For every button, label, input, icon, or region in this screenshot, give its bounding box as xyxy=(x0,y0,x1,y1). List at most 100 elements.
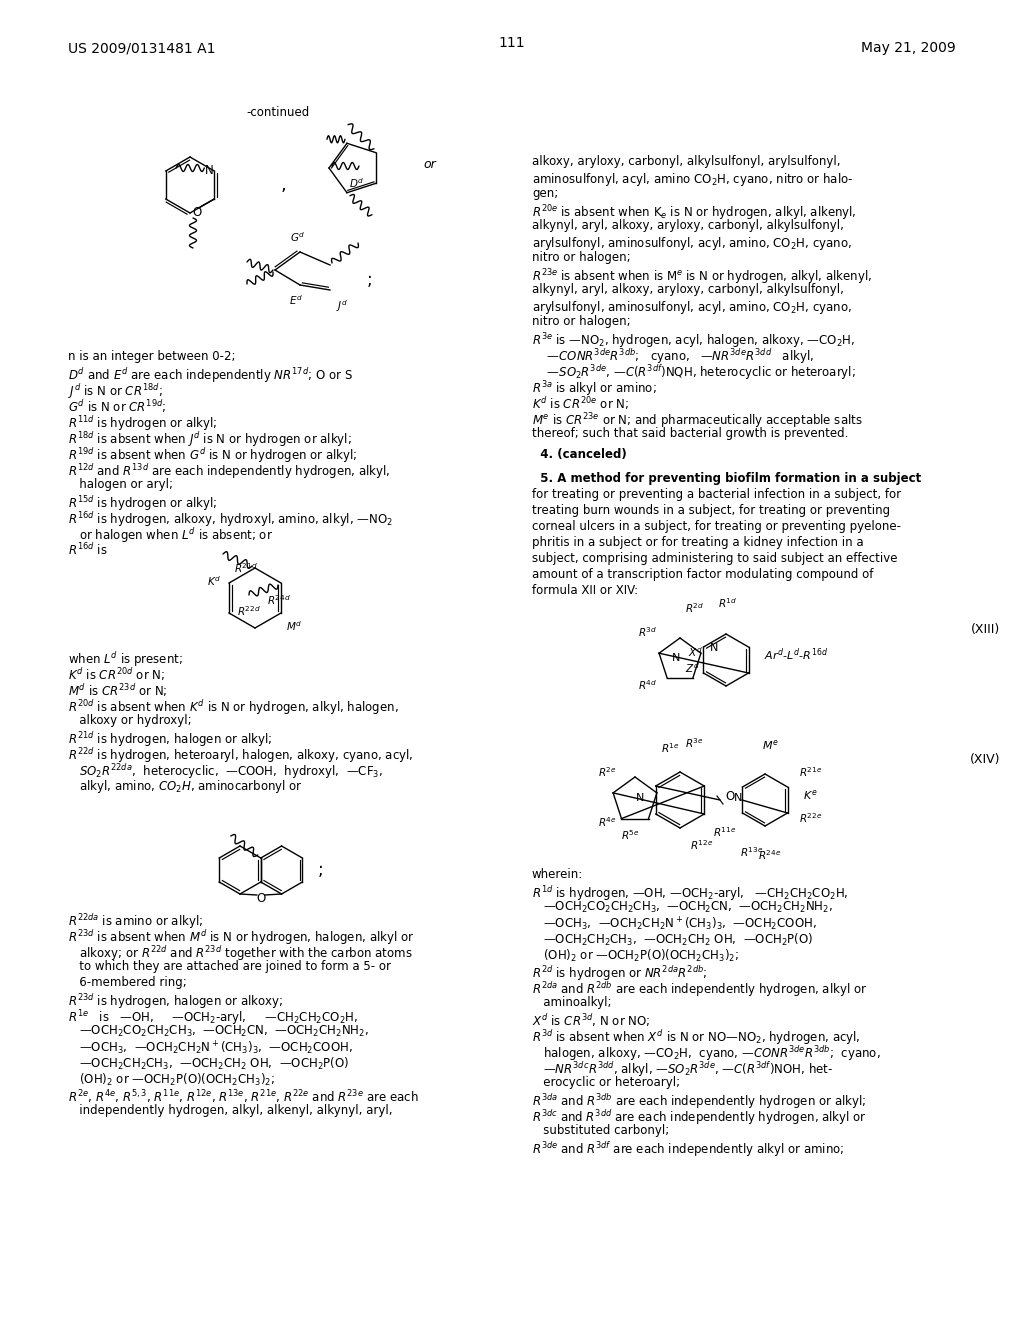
Text: $R^{19d}$ is absent when $G^d$ is N or hydrogen or alkyl;: $R^{19d}$ is absent when $G^d$ is N or h… xyxy=(68,446,357,465)
Text: n is an integer between 0-2;: n is an integer between 0-2; xyxy=(68,350,236,363)
Text: corneal ulcers in a subject, for treating or preventing pyelone-: corneal ulcers in a subject, for treatin… xyxy=(532,520,901,533)
Text: $R^{3de}$ and $R^{3df}$ are each independently alkyl or amino;: $R^{3de}$ and $R^{3df}$ are each indepen… xyxy=(532,1140,845,1159)
Text: $R^{21e}$: $R^{21e}$ xyxy=(799,766,822,779)
Text: $R^{13e}$: $R^{13e}$ xyxy=(740,845,764,859)
Text: $K^d$ is $CR^{20e}$ or N;: $K^d$ is $CR^{20e}$ or N; xyxy=(532,395,629,412)
Text: N: N xyxy=(734,793,742,803)
Text: $K^d$: $K^d$ xyxy=(207,574,221,587)
Text: $R^{1e}$: $R^{1e}$ xyxy=(660,742,679,755)
Text: $Z^d$: $Z^d$ xyxy=(685,661,699,675)
Text: $M^d$ is $CR^{23d}$ or N;: $M^d$ is $CR^{23d}$ or N; xyxy=(68,682,168,698)
Text: $R^{11d}$ is hydrogen or alkyl;: $R^{11d}$ is hydrogen or alkyl; xyxy=(68,414,217,433)
Text: (XIV): (XIV) xyxy=(970,754,1000,767)
Text: alkynyl, aryl, alkoxy, aryloxy, carbonyl, alkylsulfonyl,: alkynyl, aryl, alkoxy, aryloxy, carbonyl… xyxy=(532,282,844,296)
Text: $R^{2d}$: $R^{2d}$ xyxy=(685,601,705,615)
Text: $—CONR^{3de}R^{3db}$;   cyano,   $—NR^{3de}R^{3dd}$   alkyl,: $—CONR^{3de}R^{3db}$; cyano, $—NR^{3de}R… xyxy=(532,347,814,366)
Text: $R^{12e}$: $R^{12e}$ xyxy=(690,838,714,851)
Text: alkoxy; or $R^{22d}$ and $R^{23d}$ together with the carbon atoms: alkoxy; or $R^{22d}$ and $R^{23d}$ toget… xyxy=(68,944,413,962)
Text: substituted carbonyl;: substituted carbonyl; xyxy=(532,1125,670,1137)
Text: alkoxy or hydroxyl;: alkoxy or hydroxyl; xyxy=(68,714,191,727)
Text: phritis in a subject or for treating a kidney infection in a: phritis in a subject or for treating a k… xyxy=(532,536,863,549)
Text: $R^{21d}$ is hydrogen, halogen or alkyl;: $R^{21d}$ is hydrogen, halogen or alkyl; xyxy=(68,730,272,748)
Text: halogen or aryl;: halogen or aryl; xyxy=(68,478,173,491)
Text: 6-membered ring;: 6-membered ring; xyxy=(68,975,186,989)
Text: —OCH$_2$CH$_2$CH$_3$,  —OCH$_2$CH$_2$ OH,  —OCH$_2$P(O): —OCH$_2$CH$_2$CH$_3$, —OCH$_2$CH$_2$ OH,… xyxy=(68,1056,349,1072)
Text: $R^{4e}$: $R^{4e}$ xyxy=(598,814,616,829)
Text: $K^d$ is $CR^{20d}$ or N;: $K^d$ is $CR^{20d}$ or N; xyxy=(68,667,165,682)
Text: $R^{22da}$ is amino or alkyl;: $R^{22da}$ is amino or alkyl; xyxy=(68,912,203,931)
Text: $R^{23d}$ is hydrogen, halogen or alkoxy;: $R^{23d}$ is hydrogen, halogen or alkoxy… xyxy=(68,993,283,1011)
Text: N: N xyxy=(205,165,213,177)
Text: US 2009/0131481 A1: US 2009/0131481 A1 xyxy=(68,41,215,55)
Text: $R^{3d}$: $R^{3d}$ xyxy=(638,626,657,639)
Text: $K^e$: $K^e$ xyxy=(803,788,817,803)
Text: gen;: gen; xyxy=(532,187,558,201)
Text: $R^{22e}$: $R^{22e}$ xyxy=(799,810,822,825)
Text: $R^{16d}$ is hydrogen, alkoxy, hydroxyl, amino, alkyl, —NO$_2$: $R^{16d}$ is hydrogen, alkoxy, hydroxyl,… xyxy=(68,510,393,529)
Text: aminoalkyl;: aminoalkyl; xyxy=(532,997,611,1008)
Text: —OCH$_3$,  —OCH$_2$CH$_2$N$^+$(CH$_3$)$_3$,  —OCH$_2$COOH,: —OCH$_3$, —OCH$_2$CH$_2$N$^+$(CH$_3$)$_3… xyxy=(532,916,817,933)
Text: $R^{2da}$ and $R^{2db}$ are each independently hydrogen, alkyl or: $R^{2da}$ and $R^{2db}$ are each indepen… xyxy=(532,979,867,999)
Text: $E^d$: $E^d$ xyxy=(289,293,303,306)
Text: $R^{20e}$ is absent when K$_e$ is N or hydrogen, alkyl, alkenyl,: $R^{20e}$ is absent when K$_e$ is N or h… xyxy=(532,203,857,223)
Text: $M^e$ is $CR^{23e}$ or N; and pharmaceutically acceptable salts: $M^e$ is $CR^{23e}$ or N; and pharmaceut… xyxy=(532,411,862,430)
Text: $—SO_2R^{3de}$, $—C(R^{3df})$NQH, heterocyclic or heteroaryl;: $—SO_2R^{3de}$, $—C(R^{3df})$NQH, hetero… xyxy=(532,363,856,381)
Text: O: O xyxy=(256,892,265,906)
Text: $X^d$ is $CR^{3d}$, N or NO;: $X^d$ is $CR^{3d}$, N or NO; xyxy=(532,1012,650,1028)
Text: subject, comprising administering to said subject an effective: subject, comprising administering to sai… xyxy=(532,552,897,565)
Text: 111: 111 xyxy=(499,36,525,50)
Text: $J^d$ is N or $CR^{18d}$;: $J^d$ is N or $CR^{18d}$; xyxy=(68,381,163,401)
Text: $R^{3dc}$ and $R^{3dd}$ are each independently hydrogen, alkyl or: $R^{3dc}$ and $R^{3dd}$ are each indepen… xyxy=(532,1107,867,1127)
Text: N: N xyxy=(710,643,718,653)
Text: —OCH$_2$CO$_2$CH$_2$CH$_3$,  —OCH$_2$CN,  —OCH$_2$CH$_2$NH$_2$,: —OCH$_2$CO$_2$CH$_2$CH$_3$, —OCH$_2$CN, … xyxy=(532,900,833,915)
Text: $R^{11e}$: $R^{11e}$ xyxy=(714,825,736,838)
Text: 5. A method for preventing biofilm formation in a subject: 5. A method for preventing biofilm forma… xyxy=(532,473,922,484)
Text: $R^{4d}$: $R^{4d}$ xyxy=(638,678,657,692)
Text: $R^{23d}$ is absent when $M^d$ is N or hydrogen, halogen, alkyl or: $R^{23d}$ is absent when $M^d$ is N or h… xyxy=(68,928,415,946)
Text: $M^d$: $M^d$ xyxy=(286,619,302,632)
Text: $R^{2e}$, $R^{4e}$, $R^{5,3}$, $R^{11e}$, $R^{12e}$, $R^{13e}$, $R^{21e}$, $R^{2: $R^{2e}$, $R^{4e}$, $R^{5,3}$, $R^{11e}$… xyxy=(68,1088,419,1106)
Text: to which they are attached are joined to form a 5- or: to which they are attached are joined to… xyxy=(68,960,391,973)
Text: amount of a transcription factor modulating compound of: amount of a transcription factor modulat… xyxy=(532,568,873,581)
Text: $Ar^d$-$L^d$-$R^{16d}$: $Ar^d$-$L^d$-$R^{16d}$ xyxy=(764,647,828,663)
Text: (OH)$_2$ or —OCH$_2$P(O)(OCH$_2$CH$_3$)$_2$;: (OH)$_2$ or —OCH$_2$P(O)(OCH$_2$CH$_3$)$… xyxy=(68,1072,275,1088)
Text: $R^{22d}$: $R^{22d}$ xyxy=(237,605,261,618)
Text: $R^{21d}$: $R^{21d}$ xyxy=(234,561,258,576)
Text: $R^{15d}$ is hydrogen or alkyl;: $R^{15d}$ is hydrogen or alkyl; xyxy=(68,494,217,513)
Text: $G^d$: $G^d$ xyxy=(290,230,306,244)
Text: $R^{24d}$: $R^{24d}$ xyxy=(267,593,291,607)
Text: 4. (canceled): 4. (canceled) xyxy=(532,447,627,461)
Text: ;: ; xyxy=(317,861,324,879)
Text: treating burn wounds in a subject, for treating or preventing: treating burn wounds in a subject, for t… xyxy=(532,504,890,517)
Text: erocyclic or heteroaryl;: erocyclic or heteroaryl; xyxy=(532,1076,680,1089)
Text: ,: , xyxy=(281,176,286,194)
Text: —OCH$_2$CH$_2$CH$_3$,  —OCH$_2$CH$_2$ OH,  —OCH$_2$P(O): —OCH$_2$CH$_2$CH$_3$, —OCH$_2$CH$_2$ OH,… xyxy=(532,932,813,948)
Text: $R^{5e}$: $R^{5e}$ xyxy=(621,828,639,842)
Text: $J^d$: $J^d$ xyxy=(336,298,348,314)
Text: when $L^d$ is present;: when $L^d$ is present; xyxy=(68,649,183,669)
Text: $R^{1d}$ is hydrogen, —OH, —OCH$_2$-aryl,   —CH$_2$CH$_2$CO$_2$H,: $R^{1d}$ is hydrogen, —OH, —OCH$_2$-aryl… xyxy=(532,884,849,903)
Text: N: N xyxy=(636,793,644,803)
Text: aminosulfonyl, acyl, amino CO$_2$H, cyano, nitro or halo-: aminosulfonyl, acyl, amino CO$_2$H, cyan… xyxy=(532,172,853,187)
Text: $R^{1e}$   is   —OH,     —OCH$_2$-aryl,     —CH$_2$CH$_2$CO$_2$H,: $R^{1e}$ is —OH, —OCH$_2$-aryl, —CH$_2$C… xyxy=(68,1008,358,1027)
Text: nitro or halogen;: nitro or halogen; xyxy=(532,315,631,327)
Text: formula XII or XIV:: formula XII or XIV: xyxy=(532,583,638,597)
Text: arylsulfonyl, aminosulfonyl, acyl, amino, CO$_2$H, cyano,: arylsulfonyl, aminosulfonyl, acyl, amino… xyxy=(532,300,852,315)
Text: for treating or preventing a bacterial infection in a subject, for: for treating or preventing a bacterial i… xyxy=(532,488,901,502)
Text: O: O xyxy=(725,791,734,804)
Text: or: or xyxy=(424,158,436,172)
Text: $M^e$: $M^e$ xyxy=(762,738,778,752)
Text: (OH)$_2$ or —OCH$_2$P(O)(OCH$_2$CH$_3$)$_2$;: (OH)$_2$ or —OCH$_2$P(O)(OCH$_2$CH$_3$)$… xyxy=(532,948,739,964)
Text: May 21, 2009: May 21, 2009 xyxy=(861,41,956,55)
Text: $R^{18d}$ is absent when $J^d$ is N or hydrogen or alkyl;: $R^{18d}$ is absent when $J^d$ is N or h… xyxy=(68,430,352,449)
Text: $R^{3da}$ and $R^{3db}$ are each independently hydrogen or alkyl;: $R^{3da}$ and $R^{3db}$ are each indepen… xyxy=(532,1092,866,1111)
Text: $D^d$ and $E^d$ are each independently $NR^{17d}$; O or S: $D^d$ and $E^d$ are each independently $… xyxy=(68,366,353,385)
Text: alkyl, amino, $CO_2H$, aminocarbonyl or: alkyl, amino, $CO_2H$, aminocarbonyl or xyxy=(68,777,303,795)
Text: $R^{2e}$: $R^{2e}$ xyxy=(598,766,616,779)
Text: $R^{3d}$ is absent when $X^d$ is N or NO—NO$_2$, hydrogen, acyl,: $R^{3d}$ is absent when $X^d$ is N or NO… xyxy=(532,1028,860,1047)
Text: -continued: -continued xyxy=(247,107,309,120)
Text: $R^{24e}$: $R^{24e}$ xyxy=(759,847,781,862)
Text: halogen, alkoxy, —CO$_2$H,  cyano, $—CONR^{3de}R^{3db}$;  cyano,: halogen, alkoxy, —CO$_2$H, cyano, $—CONR… xyxy=(532,1044,881,1063)
Text: $—NR^{3dc}R^{3dd}$, alkyl, $—SO_2R^{3de}$, $—C(R^{3df})$NOH, het-: $—NR^{3dc}R^{3dd}$, alkyl, $—SO_2R^{3de}… xyxy=(532,1060,834,1078)
Text: $R^{22d}$ is hydrogen, heteroaryl, halogen, alkoxy, cyano, acyl,: $R^{22d}$ is hydrogen, heteroaryl, halog… xyxy=(68,746,414,764)
